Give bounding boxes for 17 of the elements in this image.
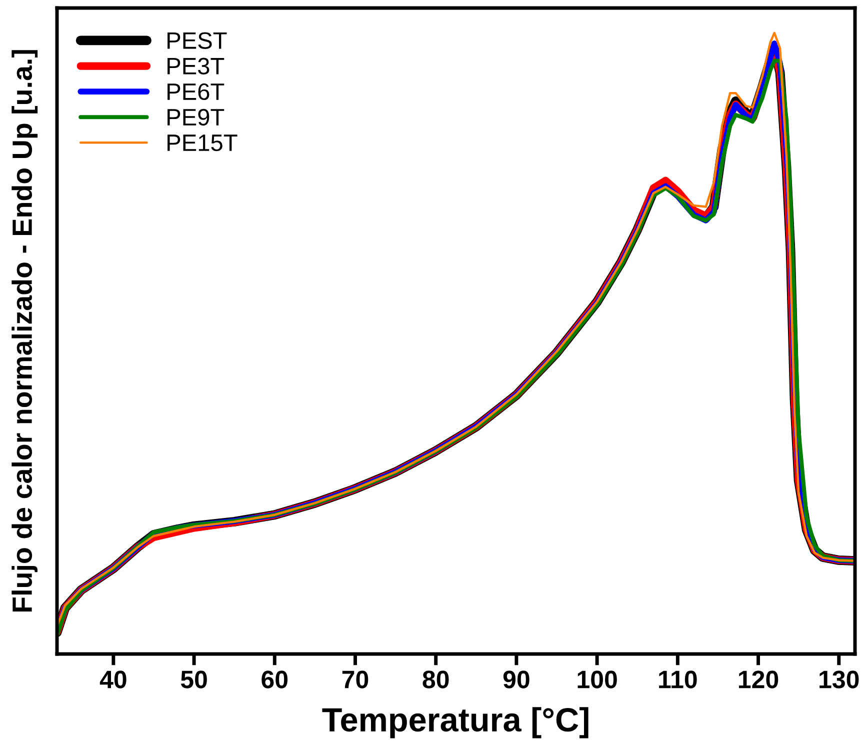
x-tick-label: 90 [503, 670, 530, 688]
legend-label: PE9T [168, 108, 224, 126]
legend-label: PE15T [168, 134, 238, 152]
x-tick-label: 100 [578, 670, 617, 688]
x-tick-label: 50 [180, 670, 207, 688]
x-tick-label: 40 [100, 670, 126, 688]
x-tick-label: 130 [820, 670, 859, 688]
x-tick-label: 60 [262, 670, 288, 688]
x-tick-label: 80 [422, 670, 449, 688]
legend-label: PE3T [168, 58, 224, 75]
legend-label: PE6T [168, 83, 224, 100]
x-axis-title: Temperatura [°C] [322, 707, 588, 738]
x-tick-label: 70 [342, 670, 368, 688]
legend-label: PEST [168, 32, 227, 49]
x-tick-label: 120 [738, 670, 778, 688]
x-tick-label: 110 [659, 670, 697, 688]
y-axis-title: Flujo de calor normalizado - Endo Up [u.a.] [12, 50, 38, 612]
